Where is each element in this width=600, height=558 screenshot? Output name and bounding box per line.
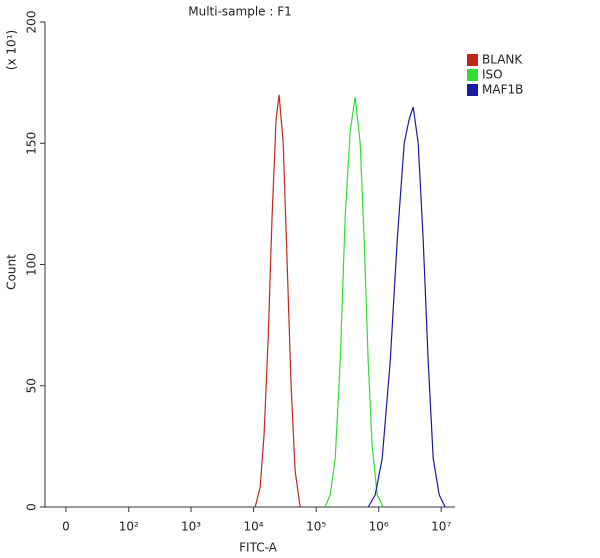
y-tick-label: 150 xyxy=(25,132,39,155)
x-tick-label: 10⁷ xyxy=(431,520,451,534)
y-axis-label: Count xyxy=(5,254,19,290)
x-tick-label: 0 xyxy=(62,520,70,534)
histogram-line xyxy=(367,106,446,508)
legend-swatch xyxy=(467,69,478,81)
y-tick-label: 100 xyxy=(25,253,39,276)
y-scale-label: (x 10¹) xyxy=(5,30,19,70)
x-tick-label: 10⁶ xyxy=(369,520,389,534)
y-tick-label: 50 xyxy=(25,378,39,393)
x-tick-label: 10⁴ xyxy=(244,520,264,534)
y-tick-label: 0 xyxy=(25,503,39,511)
histogram-line xyxy=(324,97,384,508)
legend-swatch xyxy=(467,54,478,66)
x-tick-label: 10⁵ xyxy=(306,520,326,534)
x-axis-label: FITC-A xyxy=(239,541,278,555)
legend-swatch xyxy=(467,84,478,96)
legend-label: ISO xyxy=(482,68,503,82)
legend-label: BLANK xyxy=(482,53,523,67)
y-tick-label: 200 xyxy=(25,11,39,34)
chart-title: Multi-sample : F1 xyxy=(188,5,292,19)
histogram-line xyxy=(254,94,301,508)
x-tick-label: 10² xyxy=(119,520,139,534)
legend-label: MAF1B xyxy=(482,83,523,97)
x-tick-label: 10³ xyxy=(181,520,201,534)
